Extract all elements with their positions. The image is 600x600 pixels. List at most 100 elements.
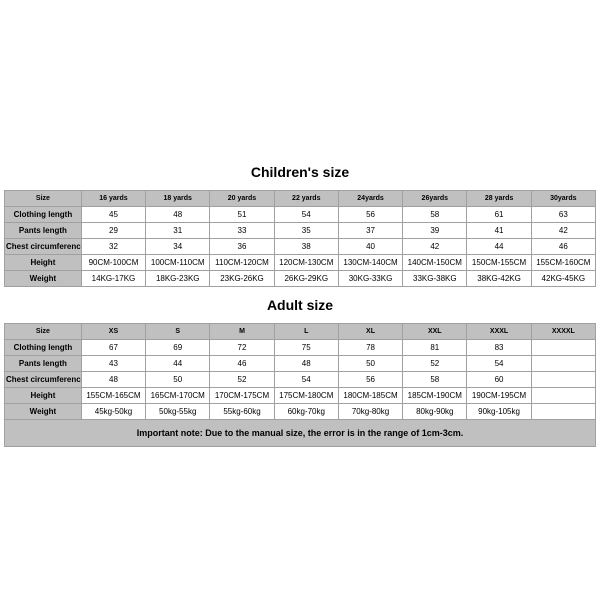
cell: 72	[210, 339, 274, 355]
adult-header-row: Size XS S M L XL XXL XXXL XXXXL	[5, 323, 596, 339]
cell: 42KG-45KG	[531, 270, 595, 286]
cell: 58	[403, 206, 467, 222]
cell: 55kg-60kg	[210, 403, 274, 419]
cell: 78	[338, 339, 402, 355]
cell	[531, 355, 595, 371]
table-row: Height 90CM-100CM 100CM-110CM 110CM-120C…	[5, 254, 596, 270]
children-hdr-6: 26yards	[403, 190, 467, 206]
cell: 44	[146, 355, 210, 371]
cell: 170CM-175CM	[210, 387, 274, 403]
cell: 48	[274, 355, 338, 371]
cell: 18KG-23KG	[146, 270, 210, 286]
cell: 32	[81, 238, 145, 254]
cell: 46	[531, 238, 595, 254]
cell: 60	[467, 371, 531, 387]
cell: 58	[403, 371, 467, 387]
cell: 75	[274, 339, 338, 355]
cell: 35	[274, 222, 338, 238]
adult-hdr-8: XXXXL	[531, 323, 595, 339]
children-hdr-1: 16 yards	[81, 190, 145, 206]
cell: 70kg-80kg	[338, 403, 402, 419]
adult-hdr-6: XXL	[403, 323, 467, 339]
cell: 80kg-90kg	[403, 403, 467, 419]
cell: 90kg-105kg	[467, 403, 531, 419]
children-title: Children's size	[5, 154, 596, 191]
cell: 67	[81, 339, 145, 355]
cell: 43	[81, 355, 145, 371]
cell: 50	[146, 371, 210, 387]
cell: 175CM-180CM	[274, 387, 338, 403]
cell: 110CM-120CM	[210, 254, 274, 270]
cell: 34	[146, 238, 210, 254]
cell: 52	[403, 355, 467, 371]
cell: 46	[210, 355, 274, 371]
cell	[531, 387, 595, 403]
children-header-row: Size 16 yards 18 yards 20 yards 22 yards…	[5, 190, 596, 206]
row-label: Weight	[5, 270, 82, 286]
cell: 42	[403, 238, 467, 254]
size-table: Children's size Size 16 yards 18 yards 2…	[4, 154, 596, 447]
cell: 41	[467, 222, 531, 238]
note-text: Important note: Due to the manual size, …	[5, 419, 596, 446]
table-row: Pants length 29 31 33 35 37 39 41 42	[5, 222, 596, 238]
cell: 50kg-55kg	[146, 403, 210, 419]
cell: 38	[274, 238, 338, 254]
cell: 36	[210, 238, 274, 254]
cell: 31	[146, 222, 210, 238]
children-hdr-4: 22 yards	[274, 190, 338, 206]
cell: 60kg-70kg	[274, 403, 338, 419]
cell: 54	[274, 206, 338, 222]
cell: 140CM-150CM	[403, 254, 467, 270]
cell	[531, 403, 595, 419]
children-title-row: Children's size	[5, 154, 596, 191]
row-label: Clothing length	[5, 339, 82, 355]
adult-hdr-2: S	[146, 323, 210, 339]
row-label: Chest circumference 1/2	[5, 371, 82, 387]
adult-hdr-3: M	[210, 323, 274, 339]
cell: 100CM-110CM	[146, 254, 210, 270]
row-label: Height	[5, 254, 82, 270]
table-row: Clothing length 45 48 51 54 56 58 61 63	[5, 206, 596, 222]
adult-hdr-7: XXXL	[467, 323, 531, 339]
cell: 54	[274, 371, 338, 387]
cell: 165CM-170CM	[146, 387, 210, 403]
cell: 120CM-130CM	[274, 254, 338, 270]
cell: 48	[146, 206, 210, 222]
row-label: Weight	[5, 403, 82, 419]
cell: 52	[210, 371, 274, 387]
cell	[531, 371, 595, 387]
children-hdr-7: 28 yards	[467, 190, 531, 206]
size-chart: Children's size Size 16 yards 18 yards 2…	[4, 154, 596, 447]
children-hdr-5: 24yards	[338, 190, 402, 206]
cell: 61	[467, 206, 531, 222]
cell: 56	[338, 371, 402, 387]
table-row: Weight 45kg-50kg 50kg-55kg 55kg-60kg 60k…	[5, 403, 596, 419]
cell: 14KG-17KG	[81, 270, 145, 286]
cell: 42	[531, 222, 595, 238]
cell: 39	[403, 222, 467, 238]
note-row: Important note: Due to the manual size, …	[5, 419, 596, 446]
cell: 50	[338, 355, 402, 371]
adult-hdr-0: Size	[5, 323, 82, 339]
cell: 56	[338, 206, 402, 222]
table-row: Weight 14KG-17KG 18KG-23KG 23KG-26KG 26K…	[5, 270, 596, 286]
cell: 83	[467, 339, 531, 355]
cell: 51	[210, 206, 274, 222]
cell: 54	[467, 355, 531, 371]
table-row: Chest circumference 1/2 32 34 36 38 40 4…	[5, 238, 596, 254]
cell: 185CM-190CM	[403, 387, 467, 403]
adult-hdr-5: XL	[338, 323, 402, 339]
cell: 69	[146, 339, 210, 355]
table-row: Height 155CM-165CM 165CM-170CM 170CM-175…	[5, 387, 596, 403]
cell: 26KG-29KG	[274, 270, 338, 286]
children-hdr-8: 30yards	[531, 190, 595, 206]
cell: 45	[81, 206, 145, 222]
children-hdr-2: 18 yards	[146, 190, 210, 206]
cell: 45kg-50kg	[81, 403, 145, 419]
cell: 130CM-140CM	[338, 254, 402, 270]
cell: 63	[531, 206, 595, 222]
cell: 37	[338, 222, 402, 238]
cell: 40	[338, 238, 402, 254]
cell: 38KG-42KG	[467, 270, 531, 286]
cell: 180CM-185CM	[338, 387, 402, 403]
